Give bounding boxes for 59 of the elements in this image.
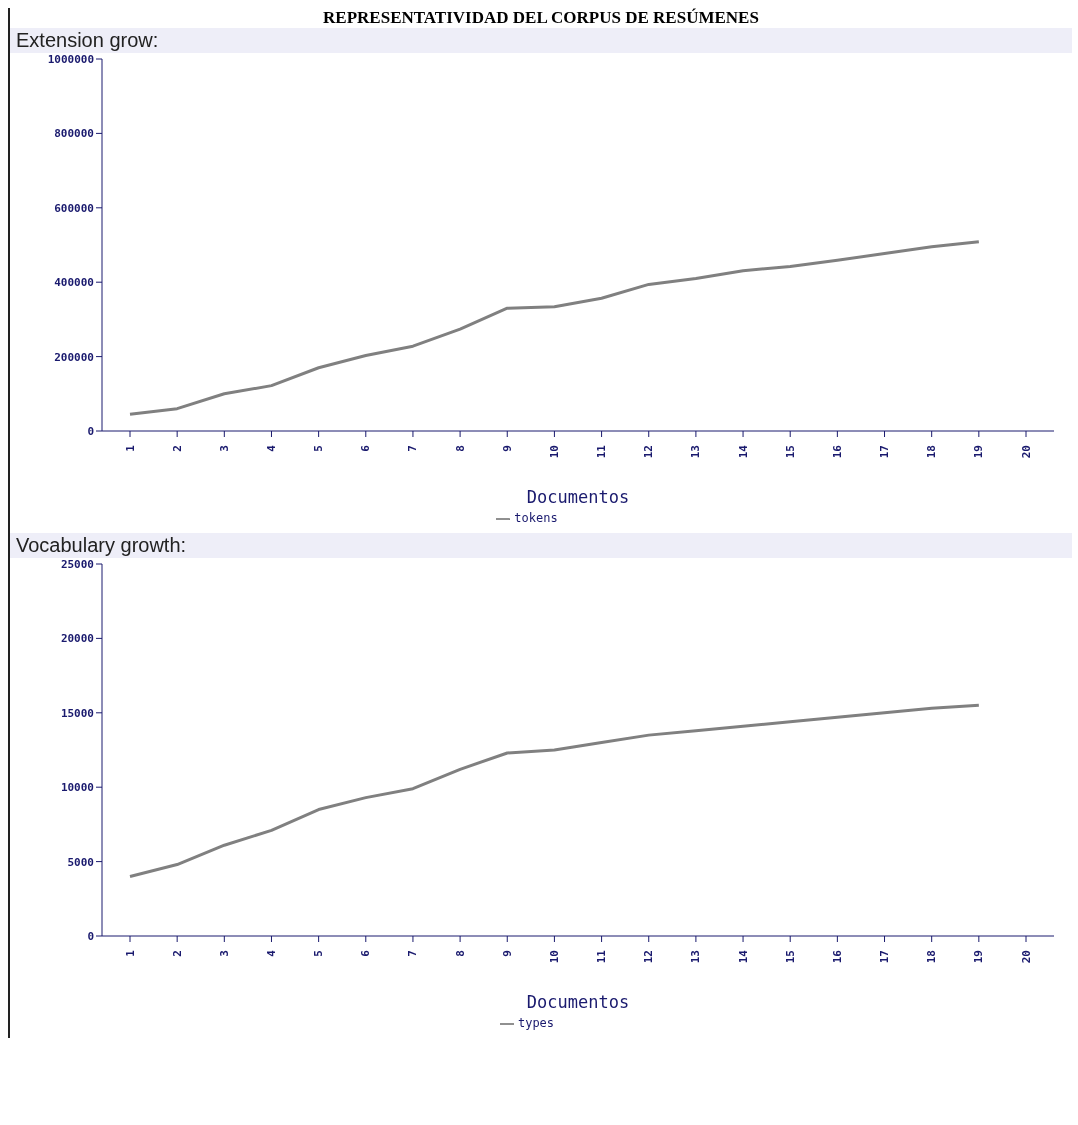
x-tick-label: 12 xyxy=(642,950,656,964)
x-tick-label: 12 xyxy=(642,445,656,459)
x-tick-label: 4 xyxy=(264,444,278,452)
x-tick-label: 2 xyxy=(170,445,184,452)
y-tick-label: 0 xyxy=(87,929,94,943)
x-tick-label: 15 xyxy=(783,445,797,459)
text: REPRESENTATIVIDAD DEL CORPUS DE RESÚMENES xyxy=(322,8,760,28)
x-tick-label: 14 xyxy=(736,949,750,964)
x-tick-label: 6 xyxy=(359,444,373,452)
y-tick-label: 0 xyxy=(87,424,94,438)
x-tick-label: 7 xyxy=(406,445,420,452)
x-tick-label: 13 xyxy=(689,445,703,459)
legend-label: types xyxy=(517,1016,555,1030)
y-tick-label: 600000 xyxy=(54,201,94,215)
x-tick-label: 16 xyxy=(830,444,844,459)
x-tick-label: 18 xyxy=(925,445,939,459)
x-tick-label: 13 xyxy=(689,950,703,964)
y-tick-label: 5000 xyxy=(67,855,94,869)
x-tick-label: 19 xyxy=(972,445,986,459)
y-tick-label: 200000 xyxy=(54,350,94,364)
x-tick-label: 17 xyxy=(878,445,892,459)
x-tick-label: 2 xyxy=(170,950,184,957)
x-tick-label: 7 xyxy=(406,950,420,957)
x-tick-label: 20 xyxy=(1019,445,1033,459)
x-tick-label: 1 xyxy=(123,444,137,452)
y-tick-label: 400000 xyxy=(54,276,94,290)
chart-title: Extension grow: xyxy=(10,28,1072,53)
x-axis-title: Documentos xyxy=(526,992,630,1012)
x-tick-label: 19 xyxy=(972,950,986,964)
y-tick-label: 1000000 xyxy=(47,52,94,66)
x-tick-label: 10 xyxy=(547,445,561,459)
y-tick-label: 10000 xyxy=(60,781,94,795)
x-tick-label: 9 xyxy=(500,445,514,452)
x-tick-label: 4 xyxy=(264,949,278,957)
x-tick-label: 5 xyxy=(312,445,326,452)
x-tick-label: 20 xyxy=(1019,950,1033,964)
x-tick-label: 3 xyxy=(217,445,231,452)
y-tick-label: 20000 xyxy=(60,632,94,646)
x-axis-title: Documentos xyxy=(526,487,630,507)
x-tick-label: 3 xyxy=(217,950,231,957)
x-tick-label: 5 xyxy=(312,950,326,957)
chart-title: Vocabulary growth: xyxy=(10,533,1072,558)
x-tick-label: 1 xyxy=(123,949,137,957)
x-tick-label: 10 xyxy=(547,950,561,964)
x-tick-label: 18 xyxy=(925,950,939,964)
x-tick-label: 8 xyxy=(453,950,467,957)
x-tick-label: 11 xyxy=(595,949,609,964)
legend-label: tokens xyxy=(514,511,558,525)
x-tick-label: 16 xyxy=(830,949,844,964)
x-tick-label: 8 xyxy=(453,445,467,452)
y-tick-label: 25000 xyxy=(60,557,94,571)
x-tick-label: 9 xyxy=(500,950,514,957)
y-tick-label: 15000 xyxy=(60,706,94,720)
x-tick-label: 11 xyxy=(595,444,609,459)
y-tick-label: 800000 xyxy=(54,127,94,141)
x-tick-label: 17 xyxy=(878,950,892,964)
x-tick-label: 6 xyxy=(359,949,373,957)
x-tick-label: 14 xyxy=(736,444,750,459)
x-tick-label: 15 xyxy=(783,950,797,964)
